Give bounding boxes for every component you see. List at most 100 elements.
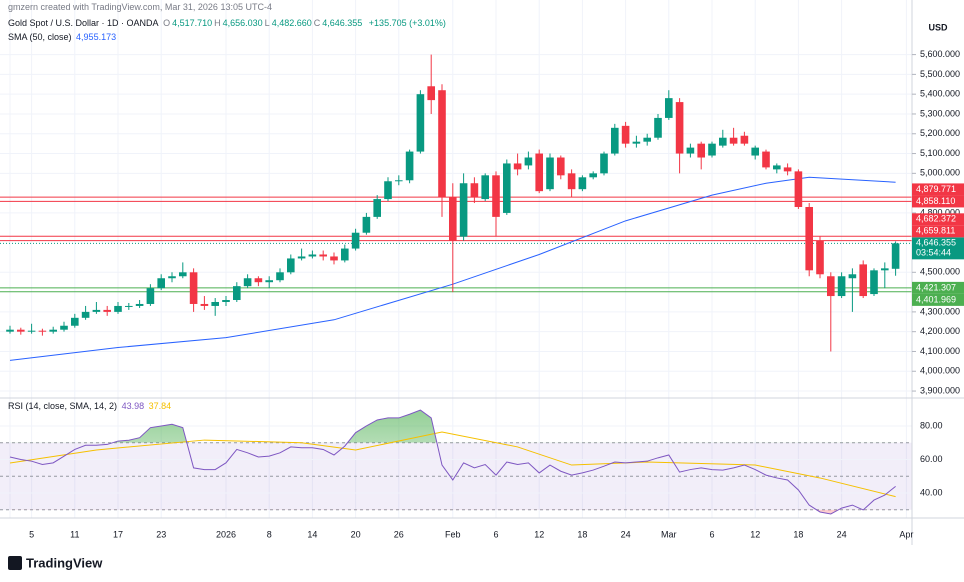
candle-body xyxy=(751,147,759,156)
level-tag-label: 4,858.110 xyxy=(916,196,955,206)
y-tick-label: 4,000.000 xyxy=(920,366,960,376)
candle-body xyxy=(146,288,155,304)
y-tick-label: 5,400.000 xyxy=(920,89,960,99)
candle-body xyxy=(535,153,543,192)
candle-body xyxy=(643,137,651,142)
x-tick-label: 23 xyxy=(156,529,166,539)
symbol: Gold Spot / U.S. Dollar · 1D · OANDA xyxy=(8,18,159,28)
brand-logo xyxy=(8,556,22,570)
rsi-name: RSI (14, close, SMA, 14, 2) xyxy=(8,401,118,411)
candle-body xyxy=(524,157,533,166)
candle-body xyxy=(81,311,90,318)
x-tick-label: 17 xyxy=(113,529,123,539)
candle-body xyxy=(38,330,47,332)
rsi-tick-label: 40.00 xyxy=(920,487,943,497)
x-tick-label: 12 xyxy=(534,529,544,539)
candle-body xyxy=(60,325,68,330)
candle-body xyxy=(6,329,14,332)
candle-body xyxy=(351,232,360,249)
candle-body xyxy=(319,254,327,257)
candle-body xyxy=(708,143,716,156)
y-tick-label: 5,000.000 xyxy=(920,168,960,178)
candle-body xyxy=(362,216,371,233)
last-price-tag xyxy=(912,237,964,260)
x-tick-label: 5 xyxy=(29,529,34,539)
y-tick-label: 4,800.000 xyxy=(920,207,960,217)
candle-body xyxy=(481,175,489,200)
candle-body xyxy=(405,151,414,181)
candle-body xyxy=(881,268,889,271)
candle-body xyxy=(600,153,608,174)
ohlc-value: 4,656.030 xyxy=(222,18,263,28)
y-tick-label: 5,300.000 xyxy=(920,108,960,118)
level-tag xyxy=(912,213,964,226)
sma-value: 4,955.173 xyxy=(76,32,117,42)
sma-name: SMA (50, close) xyxy=(8,32,72,42)
candle-body xyxy=(168,276,176,279)
candle-body xyxy=(459,183,468,237)
level-tag-label: 4,659.811 xyxy=(916,226,955,236)
rsi-legend: RSI (14, close, SMA, 14, 2) 43.98 37.84 xyxy=(8,401,173,411)
candle-body xyxy=(589,173,597,178)
ohlc-letter: O xyxy=(163,18,171,28)
candle-body xyxy=(686,147,695,154)
rsi-tick-label: 60.00 xyxy=(920,454,943,464)
candle-body xyxy=(740,135,749,144)
candle-body xyxy=(567,173,576,190)
candle-body xyxy=(92,309,101,312)
y-tick-label: 4,500.000 xyxy=(920,267,960,277)
y-tick-label: 4,100.000 xyxy=(920,346,960,356)
y-tick-label: 4,300.000 xyxy=(920,306,960,316)
level-tag-label: 4,682.372 xyxy=(916,214,956,224)
candle-body xyxy=(395,180,403,182)
candle-body xyxy=(773,165,781,170)
y-tick-label: 4,200.000 xyxy=(920,326,960,336)
candle-body xyxy=(416,94,425,152)
candle-body xyxy=(157,278,165,289)
candle-body xyxy=(859,264,867,297)
candle-body xyxy=(870,270,878,295)
level-tag xyxy=(912,293,964,306)
ohlc-letter: H xyxy=(214,18,221,28)
candle-body xyxy=(427,86,435,101)
x-tick-label: 18 xyxy=(577,529,587,539)
x-tick-label: 14 xyxy=(307,529,317,539)
candle-body xyxy=(762,151,770,168)
candle-body xyxy=(438,90,446,198)
candle-body xyxy=(135,303,144,306)
x-tick-label: 6 xyxy=(493,529,498,539)
candle-body xyxy=(697,143,705,158)
candle-body xyxy=(611,127,619,154)
x-tick-label: 18 xyxy=(793,529,803,539)
candle-body xyxy=(276,272,284,281)
rsi-sma-value: 37.84 xyxy=(148,401,172,411)
x-tick-label: 8 xyxy=(267,529,272,539)
level-tag xyxy=(912,195,964,208)
y-tick-label: 5,100.000 xyxy=(920,148,960,158)
x-tick-label: 26 xyxy=(394,529,404,539)
ohlc-value: 4,517.710 xyxy=(172,18,213,28)
price-axis-bg xyxy=(912,0,964,545)
candle-body xyxy=(719,137,727,146)
candle-body xyxy=(71,317,79,326)
candle-body xyxy=(665,98,673,118)
ohlc-value: 4,482.660 xyxy=(271,18,312,28)
candle-body xyxy=(17,329,25,332)
level-tag-label: 4,879.771 xyxy=(916,184,956,194)
level-tag xyxy=(912,183,964,196)
rsi-value: 43.98 xyxy=(121,401,145,411)
candle-body xyxy=(243,278,252,287)
sma-line xyxy=(9,176,896,361)
candle-body xyxy=(373,199,381,217)
countdown: 03:54:44 xyxy=(916,248,951,258)
brand-name: TradingView xyxy=(26,555,103,570)
candle-body xyxy=(513,163,522,170)
x-tick-label: 24 xyxy=(837,529,847,539)
last-price-label: 4,646.355 xyxy=(916,238,956,248)
candle-body xyxy=(557,157,565,176)
candle-body xyxy=(492,175,500,217)
currency: USD xyxy=(928,22,948,32)
candle-body xyxy=(179,272,187,277)
